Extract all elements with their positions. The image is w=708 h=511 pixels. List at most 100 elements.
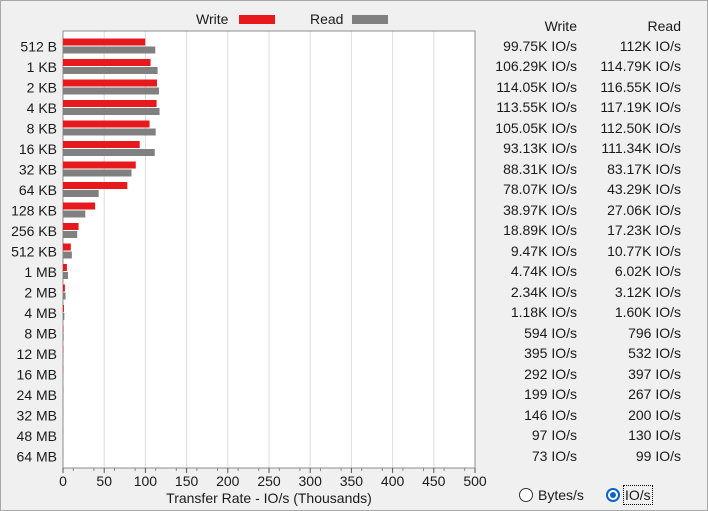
read-rate-cell: 796 IO/s — [628, 324, 681, 341]
read-rate-cell: 532 IO/s — [628, 345, 681, 361]
read-bar — [63, 210, 86, 218]
read-bar — [63, 169, 132, 177]
write-bar — [63, 79, 157, 87]
category-label: 64 MB — [17, 449, 57, 465]
read-bar — [63, 251, 72, 259]
category-label: 256 KB — [11, 223, 57, 239]
write-bar — [63, 161, 136, 169]
table-header-write: Write — [544, 18, 577, 34]
write-bar — [63, 284, 65, 292]
read-rate-cell: 43.29K IO/s — [607, 181, 681, 197]
category-label: 64 KB — [19, 182, 57, 198]
read-rate-cell: 17.23K IO/s — [607, 222, 681, 238]
write-rate-cell: 114.05K IO/s — [496, 78, 577, 95]
legend-write-swatch — [239, 15, 275, 24]
write-rate-cell: 18.89K IO/s — [503, 222, 577, 238]
read-rate-cell: 130 IO/s — [628, 427, 681, 443]
write-rate-cell: 73 IO/s — [531, 447, 577, 464]
read-rate-cell: 111.34K IO/s — [601, 140, 681, 156]
read-bar — [63, 128, 156, 136]
bar-chart: 0 50 100 150 200 250 300 350 400 450 500 512 B 1 KB 2… — [11, 30, 487, 486]
write-rate-cell: 38.97K IO/s — [503, 201, 577, 218]
legend-read-swatch — [352, 15, 388, 24]
write-rate-cell: 199 IO/s — [524, 386, 577, 402]
read-rate-cell: 99 IO/s — [635, 447, 681, 464]
category-label: 512 KB — [11, 244, 57, 260]
write-bar — [63, 120, 150, 128]
read-bar — [63, 67, 158, 74]
category-label: 32 MB — [17, 408, 57, 424]
write-rate-cell: 1.18K IO/s — [510, 304, 577, 320]
category-label: 8 KB — [27, 121, 57, 137]
x-tick-label: 100 — [134, 473, 158, 486]
category-label: 8 MB — [24, 326, 57, 342]
read-bar — [63, 313, 65, 320]
read-rate-cell: 200 IO/s — [628, 406, 681, 423]
ios-per-second-label: IO/s — [623, 485, 653, 505]
category-label: 24 MB — [17, 387, 57, 403]
read-rate-cell: 267 IO/s — [628, 386, 681, 402]
write-rate-cell: 99.75K IO/s — [503, 37, 577, 54]
table-header-read: Read — [647, 18, 681, 34]
read-bar — [63, 333, 64, 341]
write-rate-cell: 146 IO/s — [524, 406, 577, 423]
x-axis-label: Transfer Rate - IO/s (Thousands) — [166, 490, 372, 506]
category-label: 4 KB — [27, 100, 57, 116]
write-bar — [63, 305, 64, 312]
legend-read-label: Read — [310, 11, 344, 27]
write-rate-cell: 78.07K IO/s — [503, 181, 577, 197]
read-rate-cell: 112.50K IO/s — [600, 119, 681, 136]
read-rate-cell: 1.60K IO/s — [614, 304, 681, 320]
write-bar — [63, 100, 157, 107]
chart-legend: Write Read — [1, 11, 708, 29]
write-bar — [63, 182, 128, 189]
bytes-per-second-radio[interactable]: Bytes/s — [519, 487, 584, 503]
read-rate-cell: 10.77K IO/s — [607, 242, 681, 259]
write-bar — [63, 38, 146, 46]
read-rate-cell: 3.12K IO/s — [614, 283, 681, 300]
read-bar — [63, 292, 66, 300]
ios-per-second-radio[interactable]: IO/s — [606, 485, 653, 505]
read-rate-cell: 6.02K IO/s — [614, 263, 681, 279]
write-bar — [63, 202, 96, 210]
category-label: 2 KB — [27, 80, 57, 96]
read-bar — [63, 149, 155, 156]
category-label: 16 MB — [17, 367, 57, 383]
category-label: 1 MB — [24, 264, 57, 280]
category-label: 16 KB — [19, 141, 57, 157]
category-label: 32 KB — [19, 162, 57, 178]
write-rate-cell: 93.13K IO/s — [503, 140, 577, 156]
category-label: 2 MB — [24, 285, 57, 301]
write-rate-cell: 4.74K IO/s — [510, 263, 577, 279]
write-rate-cell: 2.34K IO/s — [510, 283, 577, 300]
x-tick-label: 500 — [463, 473, 487, 486]
write-bar — [63, 264, 67, 271]
write-bar — [63, 243, 71, 251]
read-bar — [63, 108, 160, 115]
read-bar — [63, 231, 78, 238]
read-rate-cell: 116.55K IO/s — [600, 78, 681, 95]
category-label: 12 MB — [17, 346, 57, 362]
x-tick-label: 450 — [422, 473, 446, 486]
read-rate-cell: 27.06K IO/s — [607, 201, 681, 218]
bytes-per-second-label: Bytes/s — [538, 487, 584, 503]
read-rate-cell: 117.19K IO/s — [600, 99, 681, 115]
write-rate-cell: 113.55K IO/s — [496, 99, 577, 115]
x-tick-label: 150 — [175, 473, 199, 486]
write-bar — [63, 141, 140, 148]
read-rate-cell: 397 IO/s — [628, 365, 681, 382]
read-bar — [63, 272, 68, 279]
category-label: 4 MB — [24, 305, 57, 321]
x-tick-label: 200 — [216, 473, 240, 486]
x-tick-label: 50 — [96, 473, 112, 486]
read-bar — [63, 46, 156, 54]
radio-unselected-icon — [519, 488, 533, 502]
read-rate-cell: 114.79K IO/s — [600, 58, 681, 74]
category-label: 48 MB — [17, 428, 57, 444]
write-rate-cell: 9.47K IO/s — [510, 242, 577, 259]
read-bar — [63, 87, 160, 95]
write-rate-cell: 106.29K IO/s — [495, 58, 577, 74]
write-bar — [63, 223, 79, 230]
category-label: 128 KB — [11, 203, 57, 219]
